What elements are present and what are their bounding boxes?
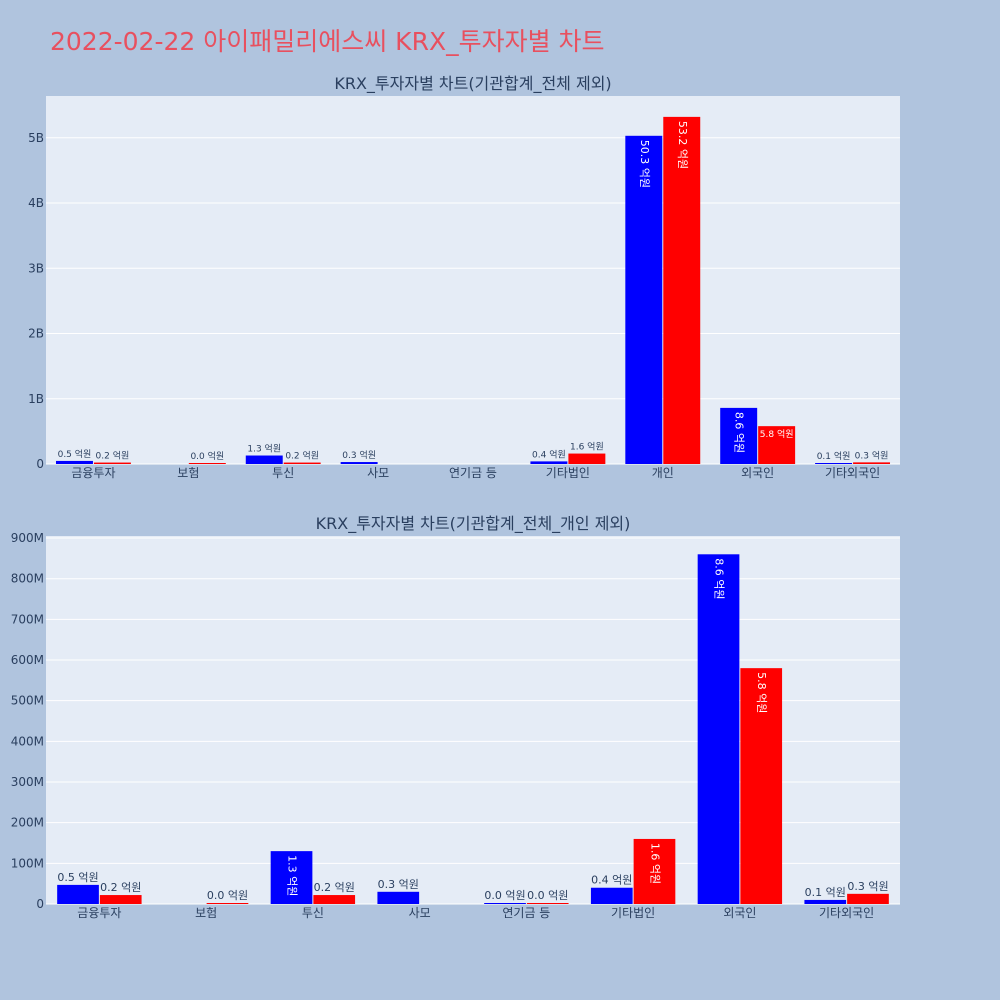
bar: [568, 453, 606, 464]
data-label: 5.8 억원: [760, 428, 794, 440]
data-label: 0.2 억원: [314, 881, 355, 894]
y-tick-label: 200M: [11, 816, 44, 830]
data-label: 1.3 억원: [247, 443, 281, 455]
y-tick-label: 0: [36, 897, 44, 911]
x-tick-label: 금융투자: [71, 466, 115, 480]
x-tick-label: 기타외국인: [825, 466, 880, 480]
bar: [526, 903, 569, 904]
bar: [55, 460, 93, 464]
x-tick-label: 사모: [409, 906, 431, 920]
x-tick-label: 개인: [652, 466, 674, 480]
bar: [377, 891, 420, 904]
bar: [697, 554, 740, 904]
y-tick-label: 1B: [28, 392, 44, 406]
data-label: 0.5 억원: [58, 448, 92, 460]
y-tick-label: 2B: [28, 327, 44, 341]
x-tick-label: 금융투자: [77, 906, 121, 920]
bar: [283, 462, 321, 464]
y-tick-label: 100M: [11, 856, 44, 870]
y-tick-label: 5B: [28, 131, 44, 145]
data-label: 1.6 억원: [648, 843, 661, 884]
x-tick-label: 기타법인: [546, 466, 590, 480]
data-label: 0.3 억원: [855, 449, 889, 461]
data-label: 0.0 억원: [484, 889, 525, 902]
bar: [99, 895, 142, 904]
y-tick-label: 4B: [28, 196, 44, 210]
data-label: 0.3 억원: [342, 449, 376, 461]
y-tick-label: 3B: [28, 261, 44, 275]
data-label: 0.5 억원: [57, 871, 98, 884]
bar: [313, 895, 356, 904]
data-label: 0.0 억원: [207, 889, 248, 902]
bar: [804, 899, 847, 904]
chart-title: KRX_투자자별 차트(기관합계_전체_개인 제외): [316, 514, 631, 534]
data-label: 0.3 억원: [847, 880, 888, 893]
bar: [758, 426, 796, 464]
data-label: 50.3 억원: [638, 140, 651, 188]
y-tick-label: 900M: [11, 531, 44, 545]
x-tick-label: 투신: [272, 466, 294, 480]
y-tick-label: 600M: [11, 653, 44, 667]
bar: [530, 461, 568, 464]
x-tick-label: 보험: [177, 466, 199, 480]
chart-all-investors: 0 1B 2B 3B 4B 5B KRX_투자자별 차트(기관합계_전체 제외) 금융투자 0.…: [28, 74, 900, 480]
data-label: 0.0 억원: [527, 889, 568, 902]
bar: [245, 455, 283, 464]
x-tick-label: 사모: [367, 466, 389, 480]
x-tick-label: 기타외국인: [819, 906, 874, 920]
data-label: 0.2 억원: [100, 881, 141, 894]
bar: [720, 407, 758, 464]
chart-excluding-individuals: 0 100M 200M 300M 400M 500M 600M 700M 800M 900M KRX…: [11, 514, 900, 920]
data-label: 8.6 억원: [733, 412, 746, 453]
bar: [57, 884, 99, 904]
page-title: 2022-02-22 아이패밀리에스씨 KRX_투자자별 차트: [50, 27, 605, 56]
y-tick-label: 700M: [11, 612, 44, 626]
data-label: 0.3 억원: [378, 878, 419, 891]
bar: [847, 893, 889, 904]
plot-area: [46, 96, 900, 464]
bar: [93, 462, 131, 464]
data-label: 0.2 억원: [285, 450, 319, 462]
y-tick-label: 400M: [11, 734, 44, 748]
bar: [740, 668, 783, 904]
x-tick-label: 연기금 등: [449, 466, 497, 480]
y-tick-label: 0: [36, 457, 44, 471]
data-label: 0.4 억원: [532, 448, 566, 460]
data-label: 0.0 억원: [190, 450, 224, 462]
y-tick-label: 800M: [11, 572, 44, 586]
bar: [590, 887, 633, 904]
data-label: 0.1 억원: [817, 450, 851, 462]
y-tick-label: 500M: [11, 694, 44, 708]
y-tick-label: 300M: [11, 775, 44, 789]
data-label: 5.8 억원: [755, 672, 768, 713]
bar: [340, 462, 378, 464]
data-label: 0.4 억원: [591, 874, 632, 887]
data-label: 0.1 억원: [805, 886, 846, 899]
x-tick-label: 보험: [195, 906, 217, 920]
bar: [633, 838, 676, 904]
bar: [484, 903, 526, 904]
data-label: 0.2 억원: [96, 450, 130, 462]
bar: [853, 462, 891, 464]
x-tick-label: 기타법인: [611, 906, 655, 920]
bar: [206, 903, 249, 904]
x-tick-label: 외국인: [741, 466, 774, 480]
data-label: 53.2 억원: [676, 121, 689, 169]
x-tick-label: 연기금 등: [502, 906, 550, 920]
bar: [625, 135, 663, 464]
bar: [663, 116, 701, 465]
bar: [188, 463, 226, 464]
x-tick-label: 투신: [302, 906, 324, 920]
data-label: 1.3 억원: [286, 855, 299, 896]
data-label: 1.6 억원: [570, 441, 604, 453]
chart-title: KRX_투자자별 차트(기관합계_전체 제외): [334, 74, 611, 94]
bar: [270, 851, 313, 904]
data-label: 8.6 억원: [713, 558, 726, 599]
x-tick-label: 외국인: [723, 906, 756, 920]
bar: [815, 463, 853, 464]
